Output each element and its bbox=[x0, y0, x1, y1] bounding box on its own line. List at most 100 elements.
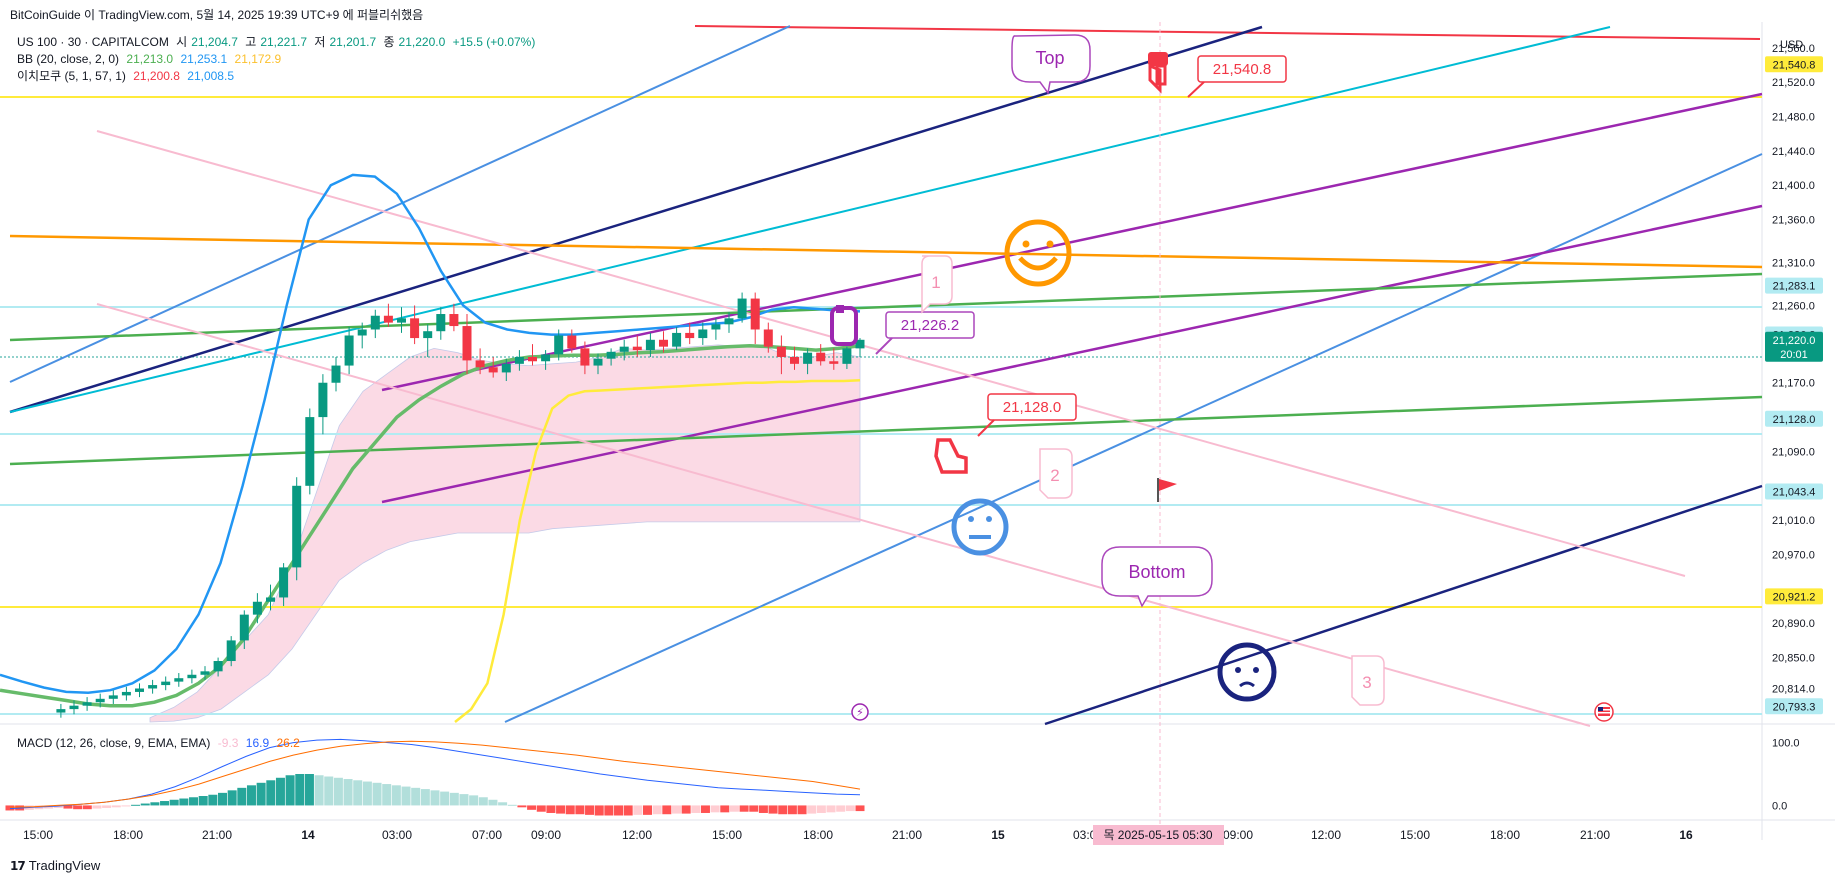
price-badge-text: 21,283.1 bbox=[1773, 281, 1816, 293]
bb-row: BB (20, close, 2, 0) 21,213.0 21,253.1 2… bbox=[17, 51, 539, 68]
macd-bar bbox=[160, 801, 170, 806]
candle bbox=[554, 329, 564, 361]
candle bbox=[56, 703, 66, 718]
top-label: Top bbox=[1035, 48, 1064, 68]
macd-bar bbox=[430, 790, 440, 806]
macd-hist-value: -9.3 bbox=[217, 736, 239, 750]
candles bbox=[56, 292, 865, 718]
macd-bar bbox=[662, 805, 672, 815]
macd-bar bbox=[778, 805, 788, 815]
candle bbox=[200, 666, 210, 680]
smile-icon bbox=[1004, 219, 1072, 287]
wave-1-marker: 1 bbox=[921, 255, 953, 314]
macd-bar bbox=[585, 805, 595, 815]
candle bbox=[645, 332, 655, 357]
symbol-name[interactable]: US 100 · 30 · CAPITALCOM bbox=[17, 35, 169, 49]
price-tick-label: 21,400.0 bbox=[1772, 180, 1815, 192]
time-tick-label: 12:00 bbox=[622, 828, 652, 842]
macd-signal-value: 26.2 bbox=[276, 736, 300, 750]
price-tag-21226: 21,226.2 bbox=[875, 311, 975, 355]
macd-bar bbox=[420, 789, 430, 806]
purple-channel-upper bbox=[381, 92, 1763, 392]
chart-legend: US 100 · 30 · CAPITALCOM 시 21,204.7 고 21,2… bbox=[17, 34, 539, 85]
candle bbox=[580, 341, 590, 375]
time-tick-label: 15:00 bbox=[1400, 828, 1430, 842]
pointing-down-hand-icon bbox=[830, 305, 858, 346]
candle bbox=[541, 350, 551, 370]
candle bbox=[514, 350, 524, 371]
price-tag-21128-text: 21,128.0 bbox=[1003, 399, 1061, 416]
time-tick-label: 18:00 bbox=[113, 828, 143, 842]
bb-basis-value: 21,213.0 bbox=[126, 52, 174, 66]
ichimoku-b-value: 21,008.5 bbox=[187, 69, 234, 83]
candle bbox=[829, 348, 839, 370]
pink-trendline-lower bbox=[96, 303, 1591, 727]
time-tick-label: 14 bbox=[301, 828, 315, 842]
macd-bar bbox=[275, 777, 285, 806]
macd-bar bbox=[556, 805, 566, 814]
macd-signal-line bbox=[9, 740, 861, 808]
candle bbox=[423, 324, 433, 357]
price-tick-label: 21,170.0 bbox=[1772, 378, 1815, 390]
flag-icon bbox=[1157, 478, 1177, 502]
macd-bar bbox=[710, 805, 720, 813]
macd-bar bbox=[546, 805, 556, 813]
candle bbox=[397, 307, 406, 333]
candle bbox=[567, 329, 577, 353]
candle bbox=[711, 318, 721, 340]
wave-3-marker: 3 bbox=[1351, 655, 1385, 706]
macd-tick-label: 100.0 bbox=[1772, 738, 1800, 750]
time-tick-label: 18:00 bbox=[803, 828, 833, 842]
ichimoku-label[interactable]: 이치모쿠 (5, 1, 57, 1) bbox=[17, 69, 126, 83]
price-axis[interactable]: 21,560.0 21,520.0 21,480.0 21,440.0 21,400.0… bbox=[1772, 43, 1815, 696]
candle bbox=[383, 303, 393, 327]
candle bbox=[842, 346, 852, 369]
macd-bar bbox=[536, 805, 546, 812]
macd-bar bbox=[758, 805, 768, 813]
macd-bar bbox=[604, 805, 614, 816]
red-trendline bbox=[694, 25, 1761, 40]
macd-bar bbox=[797, 805, 807, 815]
us-flag-event-icon bbox=[1594, 702, 1614, 722]
price-tick-label: 21,360.0 bbox=[1772, 215, 1815, 227]
footer-brand[interactable]: 𝟭𝟳 TradingView bbox=[10, 858, 100, 873]
macd-bar bbox=[527, 805, 537, 810]
price-tick-label: 20,814.0 bbox=[1772, 684, 1815, 696]
macd-bar bbox=[768, 805, 778, 814]
macd-histogram bbox=[5, 774, 865, 816]
macd-bar bbox=[720, 805, 730, 813]
macd-bar bbox=[845, 805, 855, 812]
macd-bar bbox=[343, 779, 353, 806]
macd-label[interactable]: MACD (12, 26, close, 9, EMA, EMA) bbox=[17, 736, 211, 750]
ohlc-open: 시 21,204.7 bbox=[176, 35, 238, 49]
price-badge-text: 21,043.4 bbox=[1773, 486, 1816, 498]
time-tick-label: 12:00 bbox=[1311, 828, 1341, 842]
candle bbox=[226, 636, 236, 667]
price-badge-text: 21,128.0 bbox=[1773, 414, 1816, 426]
macd-bar bbox=[652, 805, 662, 815]
candle bbox=[593, 353, 603, 375]
bb-label[interactable]: BB (20, close, 2, 0) bbox=[17, 52, 120, 66]
bb-upper-line bbox=[0, 173, 861, 695]
price-badge: 21,540.8 bbox=[1765, 56, 1823, 73]
macd-bar bbox=[285, 775, 295, 806]
macd-bar bbox=[729, 805, 739, 812]
macd-bar bbox=[227, 790, 237, 806]
tradingview-brand-text: TradingView bbox=[28, 858, 101, 873]
macd-bar bbox=[179, 798, 189, 806]
macd-tick-label: 0.0 bbox=[1772, 800, 1787, 812]
candle bbox=[606, 348, 616, 366]
macd-bar bbox=[53, 805, 63, 808]
candle bbox=[305, 408, 315, 495]
macd-bar bbox=[681, 805, 691, 814]
macd-bar bbox=[111, 805, 121, 808]
macd-bar bbox=[82, 805, 92, 810]
candle bbox=[776, 335, 786, 375]
macd-bar bbox=[787, 805, 797, 815]
macd-bar bbox=[102, 805, 112, 808]
time-axis[interactable]: 15:00 18:00 21:00 14 03:00 07:00 09:00 12:00 15:… bbox=[23, 828, 1693, 842]
candle bbox=[488, 356, 498, 378]
macd-bar bbox=[208, 794, 218, 806]
macd-bar bbox=[266, 780, 276, 806]
